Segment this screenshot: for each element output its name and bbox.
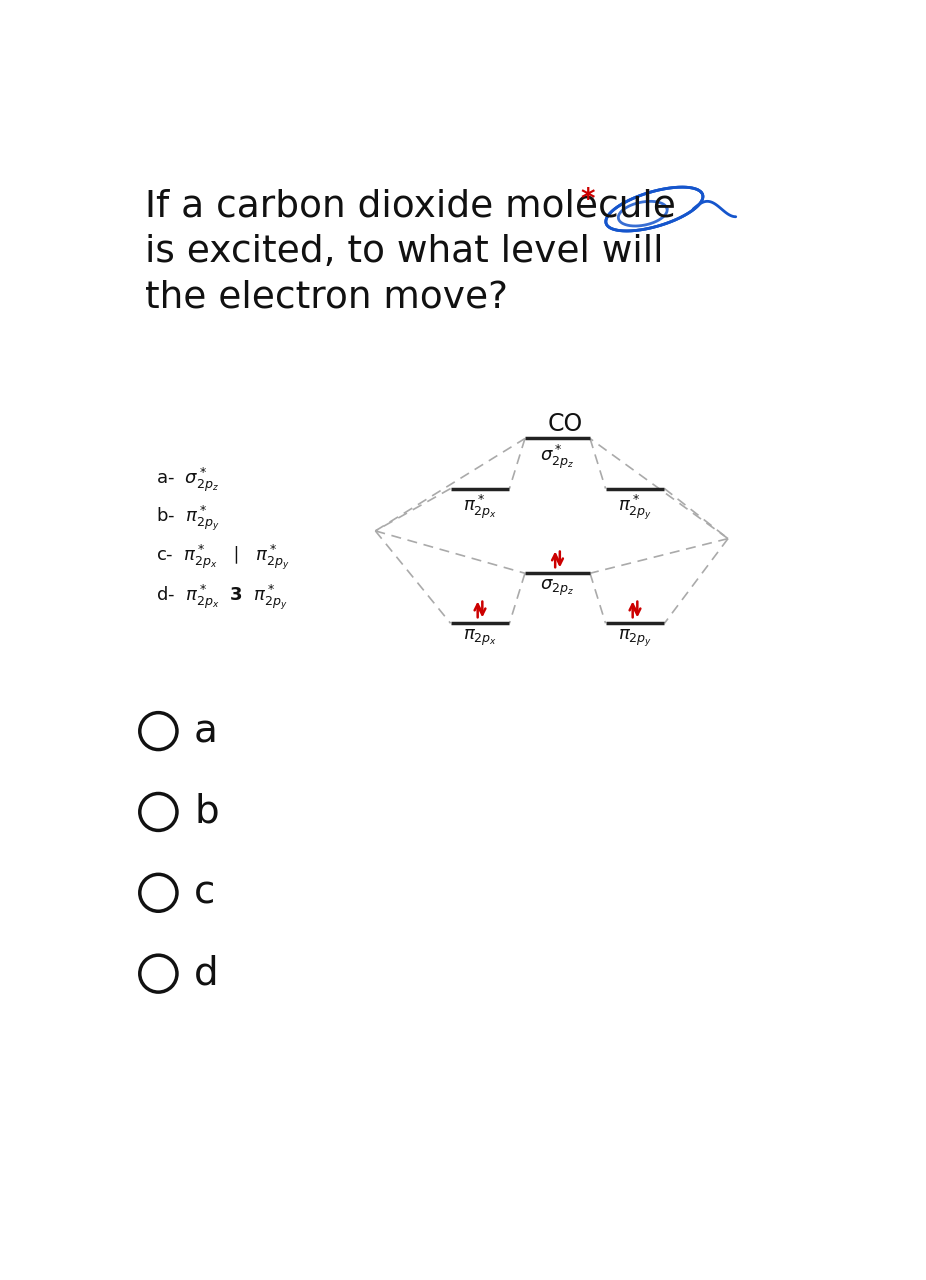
Text: c: c [194,874,216,911]
Text: d-  $\pi^*_{2p_x}$  $\mathbf{3}$  $\pi^*_{2p_y}$: d- $\pi^*_{2p_x}$ $\mathbf{3}$ $\pi^*_{2… [156,582,288,612]
Text: $\pi_{2p_y}$: $\pi_{2p_y}$ [618,628,652,649]
Text: *: * [581,186,595,214]
Text: a: a [194,712,218,750]
Text: $\pi_{2p_x}$: $\pi_{2p_x}$ [463,628,497,648]
Text: If a carbon dioxide molecule: If a carbon dioxide molecule [145,188,676,224]
Text: is excited, to what level will: is excited, to what level will [145,234,664,270]
Text: the electron move?: the electron move? [145,279,508,315]
Text: d: d [194,955,219,993]
Text: $\pi^*_{2p_x}$: $\pi^*_{2p_x}$ [463,493,497,521]
Text: b-  $\pi^*_{2p_y}$: b- $\pi^*_{2p_y}$ [156,504,219,534]
Text: c-  $\pi^*_{2p_x}$  $\mid$  $\pi^*_{2p_y}$: c- $\pi^*_{2p_x}$ $\mid$ $\pi^*_{2p_y}$ [156,543,290,572]
Text: CO: CO [547,412,582,435]
Text: $\sigma^*_{2p_z}$: $\sigma^*_{2p_z}$ [541,443,575,471]
Text: $\pi^*_{2p_y}$: $\pi^*_{2p_y}$ [618,493,652,522]
Text: a-  $\sigma^*_{2p_z}$: a- $\sigma^*_{2p_z}$ [156,466,219,494]
Text: b: b [194,792,219,831]
Text: $\sigma_{2p_z}$: $\sigma_{2p_z}$ [541,577,575,598]
